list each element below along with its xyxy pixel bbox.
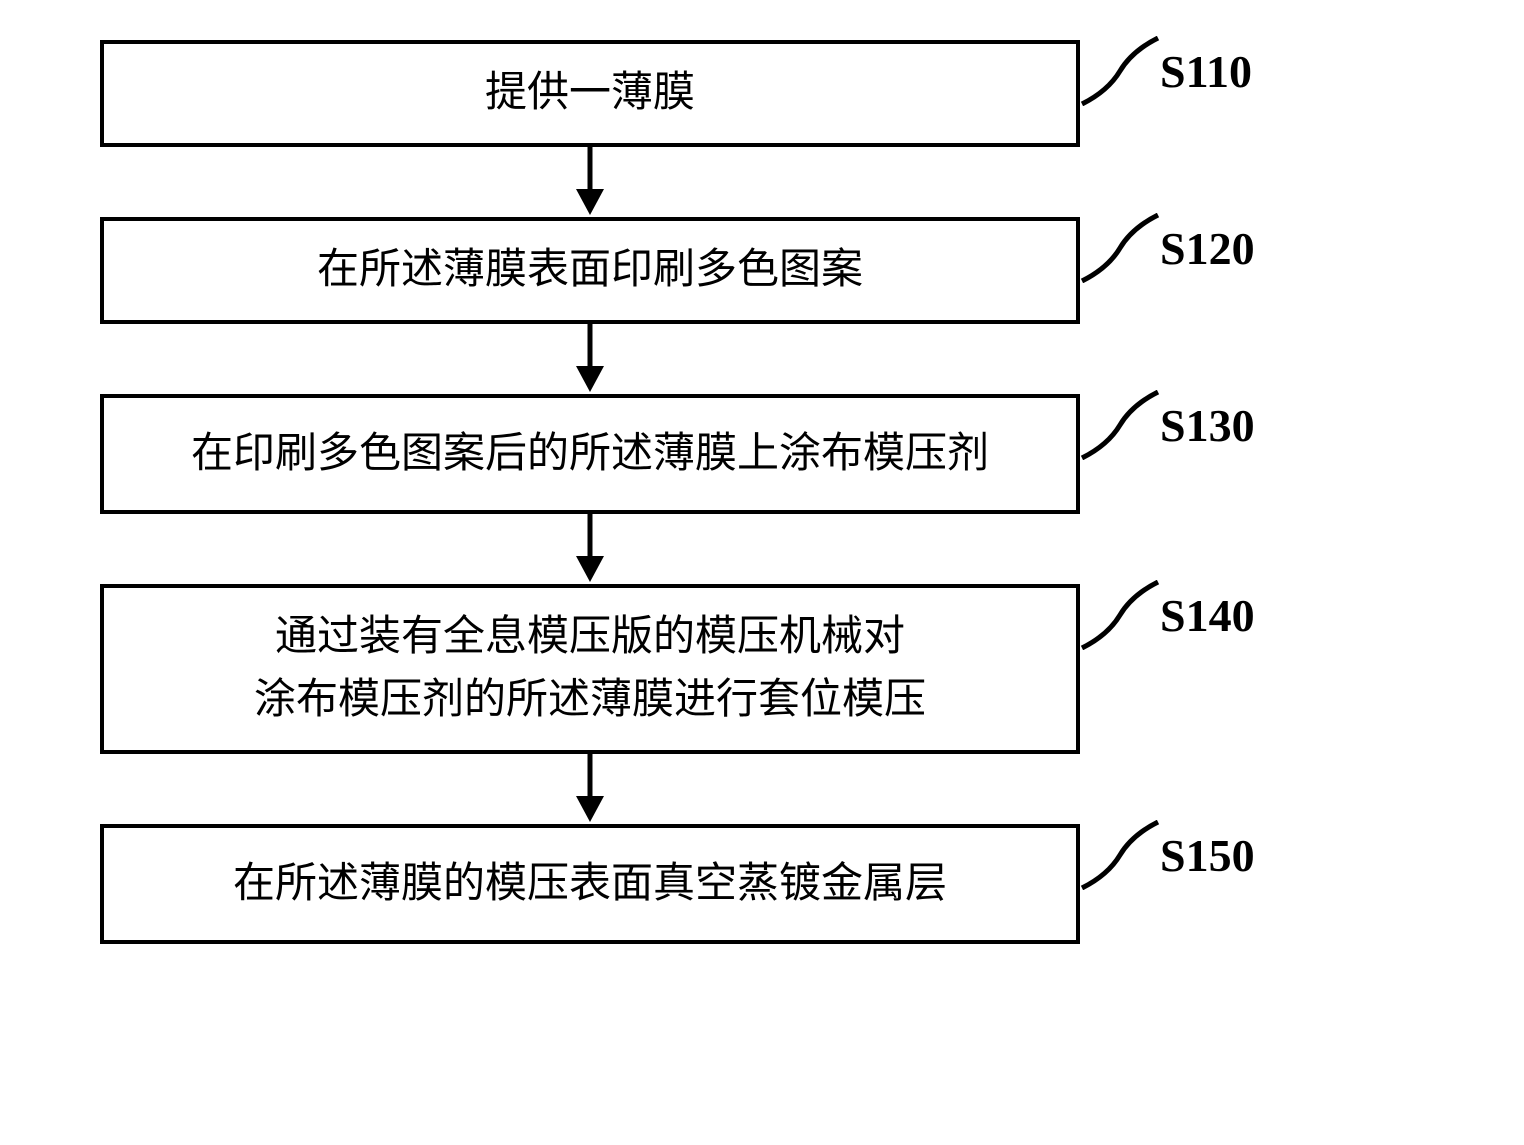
- arrow-down-icon: [570, 514, 610, 584]
- label-text-5: S150: [1160, 829, 1255, 882]
- step-box-2: 在所述薄膜表面印刷多色图案: [100, 217, 1080, 324]
- arrow-down-icon: [570, 324, 610, 394]
- step-row-4: 通过装有全息模压版的模压机械对 涂布模压剂的所述薄膜进行套位模压 S140: [100, 584, 1450, 754]
- step-label-2: S120: [1080, 213, 1255, 283]
- flowchart-container: 提供一薄膜 S110 在所述薄膜表面印刷多色图案 S120: [100, 40, 1450, 944]
- label-text-2: S120: [1160, 222, 1255, 275]
- step-text-2: 在所述薄膜表面印刷多色图案: [317, 239, 863, 302]
- step-row-3: 在印刷多色图案后的所述薄膜上涂布模压剂 S130: [100, 394, 1450, 514]
- step-text-4: 通过装有全息模压版的模压机械对 涂布模压剂的所述薄膜进行套位模压: [254, 606, 926, 732]
- label-text-3: S130: [1160, 399, 1255, 452]
- arrow-1: [100, 147, 1080, 217]
- step-box-4: 通过装有全息模压版的模压机械对 涂布模压剂的所述薄膜进行套位模压: [100, 584, 1080, 754]
- step-box-5: 在所述薄膜的模压表面真空蒸镀金属层: [100, 824, 1080, 944]
- step-label-1: S110: [1080, 36, 1252, 106]
- step-row-2: 在所述薄膜表面印刷多色图案 S120: [100, 217, 1450, 324]
- arrow-down-icon: [570, 147, 610, 217]
- label-text-1: S110: [1160, 45, 1252, 98]
- step-box-3: 在印刷多色图案后的所述薄膜上涂布模压剂: [100, 394, 1080, 514]
- arrow-3: [100, 514, 1080, 584]
- step-text-5: 在所述薄膜的模压表面真空蒸镀金属层: [233, 853, 947, 916]
- step-row-1: 提供一薄膜 S110: [100, 40, 1450, 147]
- step-text-1: 提供一薄膜: [485, 62, 695, 125]
- arrow-4: [100, 754, 1080, 824]
- arrow-2: [100, 324, 1080, 394]
- step-label-4: S140: [1080, 580, 1255, 650]
- step-text-3: 在印刷多色图案后的所述薄膜上涂布模压剂: [191, 423, 989, 486]
- bracket-icon: [1080, 390, 1160, 460]
- bracket-icon: [1080, 580, 1160, 650]
- bracket-icon: [1080, 820, 1160, 890]
- step-label-3: S130: [1080, 390, 1255, 460]
- bracket-icon: [1080, 213, 1160, 283]
- label-text-4: S140: [1160, 589, 1255, 642]
- step-text-4-line1: 通过装有全息模压版的模压机械对: [275, 614, 905, 660]
- arrow-down-icon: [570, 754, 610, 824]
- step-box-1: 提供一薄膜: [100, 40, 1080, 147]
- step-row-5: 在所述薄膜的模压表面真空蒸镀金属层 S150: [100, 824, 1450, 944]
- step-text-4-line2: 涂布模压剂的所述薄膜进行套位模压: [254, 677, 926, 723]
- step-label-5: S150: [1080, 820, 1255, 890]
- bracket-icon: [1080, 36, 1160, 106]
